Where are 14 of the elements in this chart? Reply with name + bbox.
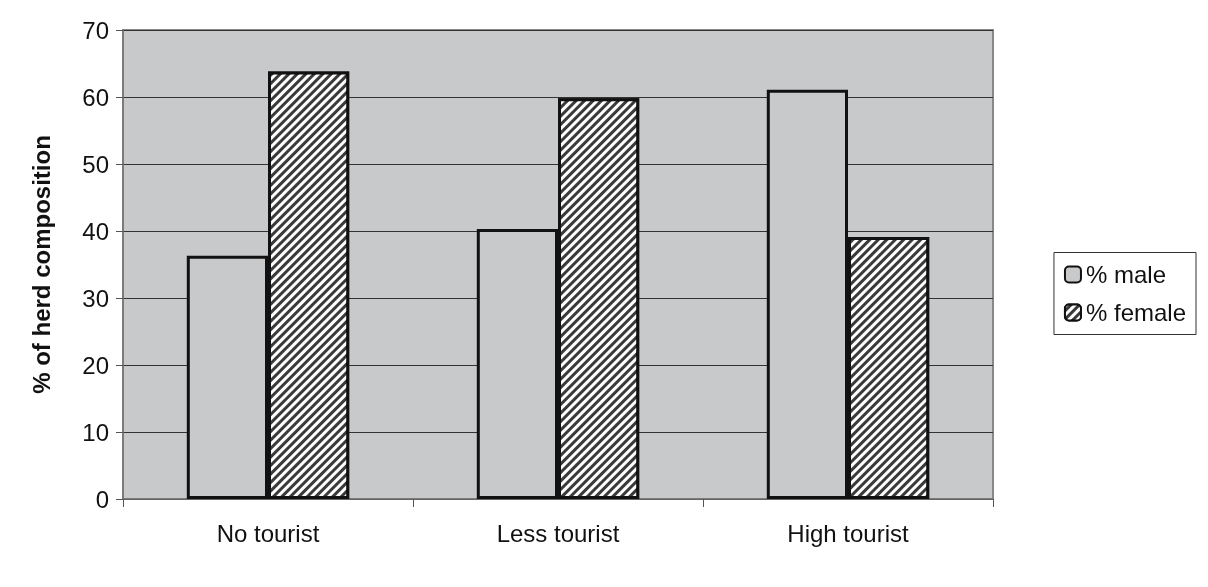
x-tick-label: No tourist	[216, 519, 320, 547]
x-tick-label: Less tourist	[496, 519, 620, 547]
legend-label: % male	[1085, 261, 1166, 288]
y-axis-title: % of herd composition	[27, 135, 55, 394]
y-tick-label: 0	[95, 485, 109, 513]
y-tick-label: 50	[82, 150, 109, 178]
y-tick-label: 70	[82, 16, 109, 44]
y-tick-label: 20	[82, 351, 109, 379]
y-tick-label: 60	[82, 83, 109, 111]
y-tick-label: 30	[82, 284, 109, 312]
y-tick-label: 40	[82, 217, 109, 245]
x-tick-label: High tourist	[787, 519, 910, 547]
legend-label: % female	[1085, 299, 1186, 326]
y-tick-label: 10	[82, 418, 109, 446]
